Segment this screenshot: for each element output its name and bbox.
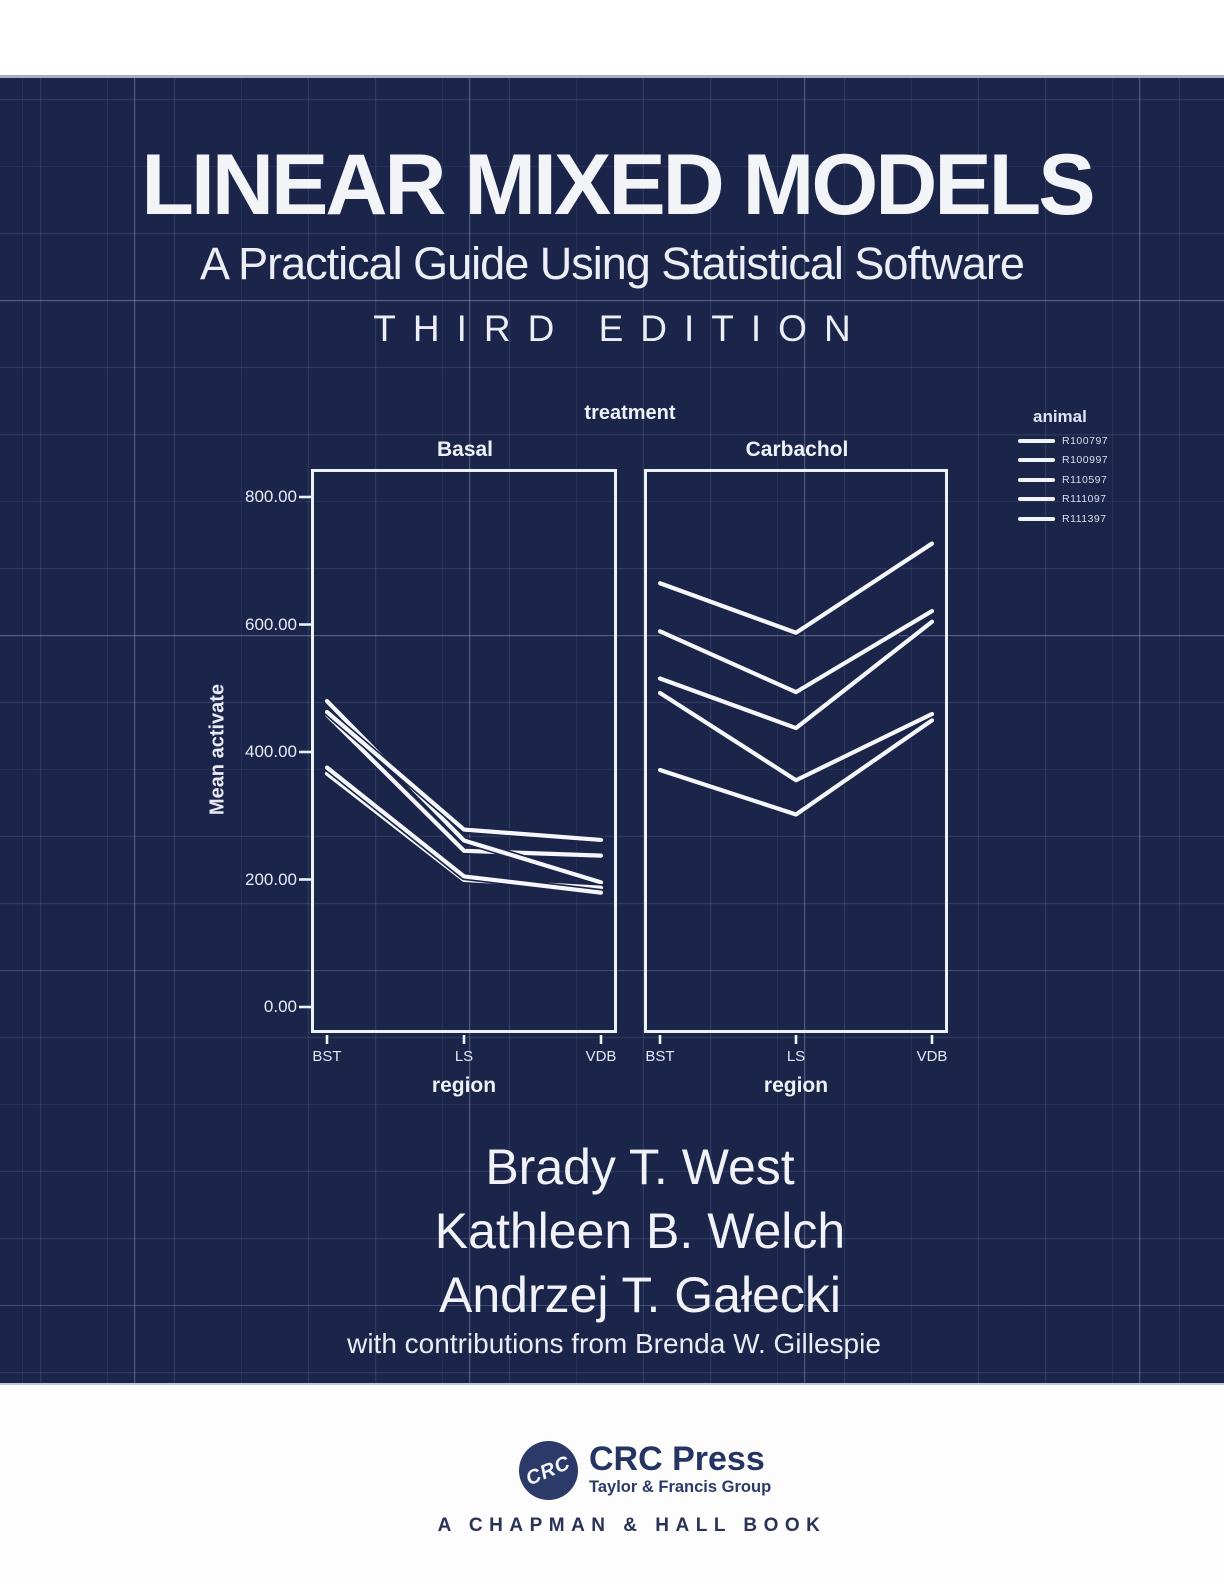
footer-band	[0, 1383, 1224, 1584]
legend-line-swatch	[1018, 497, 1055, 502]
legend-label: R100997	[1062, 454, 1109, 467]
crc-press-logo: CRC CRC Press Taylor & Francis Group	[519, 1441, 771, 1500]
legend-label: R100797	[1062, 434, 1109, 447]
contributions-line: with contributions from Brenda W. Gilles…	[347, 1328, 881, 1359]
crc-monogram: CRC	[522, 1451, 574, 1491]
panel-title-basal: Basal	[436, 438, 494, 461]
legend-item: R100797	[1018, 431, 1108, 451]
author-name: Brady T. West	[485, 1139, 795, 1195]
legend-item: R110597	[1018, 470, 1108, 490]
top-margin	[0, 0, 1224, 78]
y-axis-label: Mean activate	[206, 683, 229, 816]
legend-line-swatch	[1018, 458, 1055, 463]
legend-label: R111097	[1062, 493, 1107, 506]
crc-logo-circle: CRC	[519, 1441, 578, 1500]
legend-label: R110597	[1062, 473, 1108, 486]
legend-line-swatch	[1018, 477, 1055, 482]
legend-items: R100797 R100997 R110597 R111097 R111397	[1018, 431, 1108, 529]
x-axis-label-carbachol: region	[763, 1074, 829, 1097]
book-subtitle: A Practical Guide Using Statistical Soft…	[200, 238, 1025, 289]
x-axis-label-basal: region	[431, 1074, 497, 1097]
panel-title-carbachol: Carbachol	[745, 438, 849, 461]
panel-basal	[311, 469, 617, 1033]
chart-title: treatment	[584, 402, 676, 424]
imprint-line: A CHAPMAN & HALL BOOK	[437, 1515, 827, 1536]
publisher-group: Taylor & Francis Group	[589, 1478, 772, 1496]
legend-line-swatch	[1018, 516, 1055, 521]
chart-legend: animal R100797 R100997 R110597 R111097 R1113…	[1018, 407, 1108, 529]
publisher-text: CRC Press Taylor & Francis Group	[589, 1441, 771, 1497]
legend-line-swatch	[1018, 438, 1055, 443]
legend-item: R111397	[1018, 509, 1108, 529]
legend-item: R111097	[1018, 490, 1108, 510]
legend-label: R111397	[1062, 512, 1107, 525]
author-name: Kathleen B. Welch	[434, 1203, 846, 1259]
legend-title: animal	[1033, 407, 1087, 426]
cover-background	[0, 78, 1224, 1383]
author-name: Andrzej T. Gałecki	[438, 1267, 842, 1323]
edition-label: THIRD EDITION	[373, 308, 868, 349]
publisher-name: CRC Press	[589, 1440, 765, 1478]
legend-item: R100997	[1018, 451, 1108, 471]
book-title: LINEAR MIXED MODELS	[141, 137, 1095, 233]
panel-carbachol	[644, 469, 948, 1033]
